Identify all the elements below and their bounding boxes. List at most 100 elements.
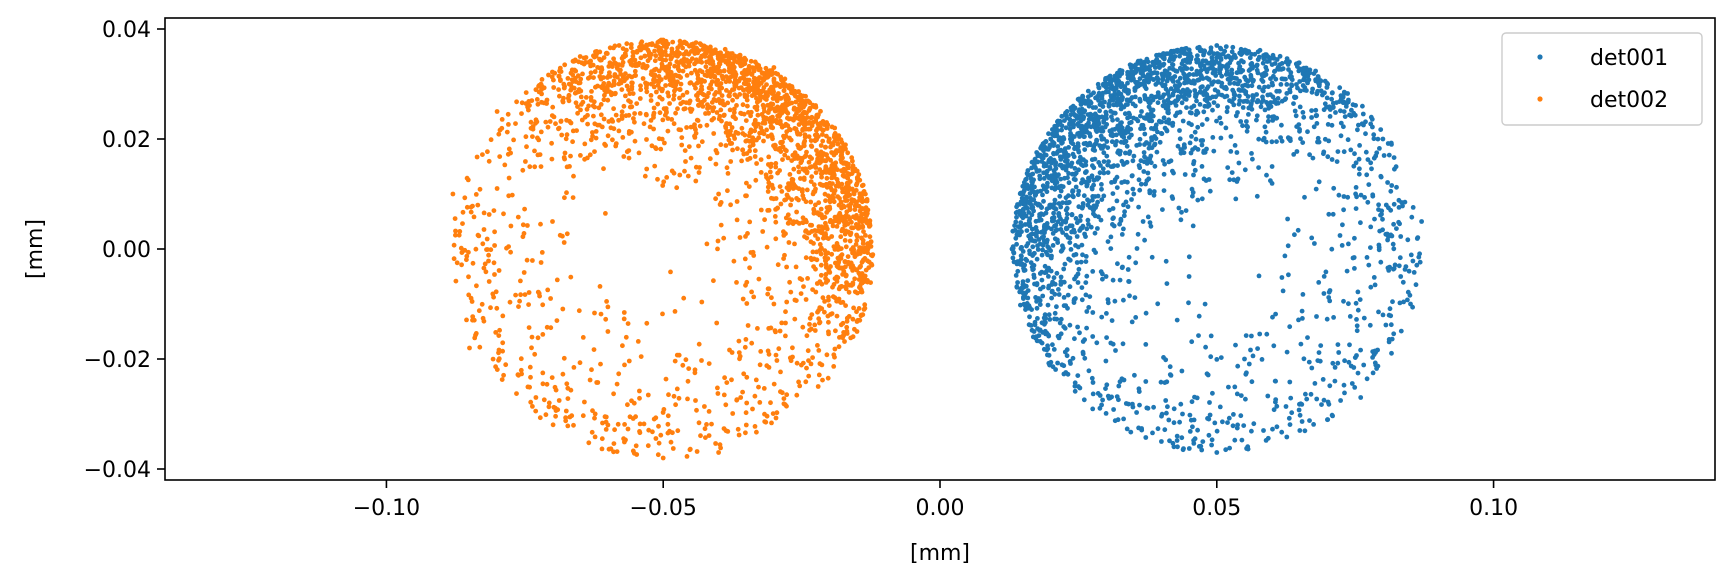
- scatter-point-det002: [637, 96, 643, 101]
- scatter-point-det002: [569, 67, 575, 73]
- scatter-point-det002: [814, 249, 820, 255]
- scatter-point-det001: [1286, 272, 1291, 278]
- scatter-point-det002: [473, 332, 478, 338]
- scatter-point-det001: [1237, 93, 1242, 99]
- scatter-point-det001: [1325, 417, 1330, 423]
- scatter-point-det002: [686, 366, 692, 371]
- scatter-point-det002: [500, 313, 506, 319]
- scatter-point-det001: [1186, 446, 1192, 451]
- scatter-point-det002: [518, 278, 523, 284]
- scatter-point-det001: [1295, 85, 1300, 91]
- scatter-point-det001: [1146, 145, 1152, 151]
- scatter-point-det002: [523, 134, 529, 140]
- scatter-point-det002: [651, 115, 656, 120]
- scatter-point-det002: [809, 174, 815, 180]
- scatter-point-det002: [644, 137, 649, 142]
- scatter-point-det002: [810, 249, 816, 255]
- scatter-point-det002: [783, 320, 788, 326]
- scatter-point-det001: [1200, 439, 1206, 444]
- scatter-point-det001: [1279, 138, 1285, 144]
- scatter-point-det001: [1324, 95, 1330, 101]
- scatter-point-det002: [659, 65, 665, 71]
- scatter-point-det001: [1042, 222, 1047, 228]
- scatter-point-det002: [592, 69, 598, 75]
- scatter-point-det001: [1156, 92, 1161, 98]
- scatter-point-det001: [1059, 127, 1064, 133]
- scatter-point-det001: [1071, 118, 1076, 124]
- scatter-point-det002: [665, 90, 671, 96]
- scatter-point-det001: [1022, 291, 1028, 296]
- scatter-point-det001: [1098, 217, 1104, 223]
- scatter-point-det001: [1083, 280, 1089, 285]
- scatter-point-det001: [1108, 340, 1114, 346]
- scatter-point-det002: [745, 157, 751, 162]
- scatter-point-det001: [1127, 293, 1132, 299]
- scatter-point-det001: [1022, 267, 1028, 273]
- scatter-point-det001: [1212, 87, 1218, 93]
- scatter-point-det002: [754, 104, 760, 110]
- scatter-point-det002: [703, 64, 709, 70]
- scatter-point-det002: [632, 119, 637, 125]
- scatter-point-det001: [1327, 298, 1333, 304]
- scatter-point-det001: [1184, 105, 1189, 110]
- scatter-point-det002: [675, 106, 680, 112]
- scatter-point-det002: [645, 392, 651, 398]
- scatter-point-det002: [764, 82, 769, 87]
- scatter-point-det002: [764, 90, 770, 95]
- scatter-point-det002: [856, 306, 862, 311]
- scatter-point-det001: [1300, 83, 1306, 88]
- scatter-point-det001: [1141, 150, 1147, 155]
- scatter-point-det002: [736, 53, 742, 59]
- scatter-point-det002: [838, 300, 844, 305]
- scatter-point-det001: [1254, 117, 1259, 123]
- scatter-point-det001: [1129, 173, 1135, 179]
- scatter-point-det001: [1214, 450, 1220, 455]
- scatter-point-det002: [598, 112, 604, 118]
- scatter-point-det002: [660, 455, 666, 461]
- scatter-point-det001: [1085, 197, 1090, 203]
- scatter-point-det002: [819, 174, 824, 180]
- scatter-point-det001: [1180, 87, 1186, 93]
- scatter-point-det001: [1040, 242, 1046, 248]
- scatter-point-det002: [846, 161, 851, 167]
- scatter-point-det001: [1217, 64, 1223, 70]
- scatter-point-det002: [539, 77, 545, 82]
- scatter-point-det002: [814, 228, 820, 234]
- scatter-point-det001: [1048, 268, 1054, 274]
- scatter-point-det002: [740, 131, 746, 136]
- scatter-point-det002: [862, 302, 868, 308]
- scatter-point-det001: [1125, 129, 1131, 135]
- scatter-point-det001: [1259, 77, 1265, 83]
- scatter-point-det001: [1179, 435, 1185, 441]
- scatter-point-det001: [1080, 339, 1086, 344]
- scatter-point-det002: [663, 83, 668, 88]
- scatter-point-det001: [1375, 136, 1381, 142]
- scatter-point-det001: [1283, 404, 1289, 409]
- scatter-point-det001: [1187, 140, 1193, 146]
- scatter-point-det002: [671, 96, 676, 102]
- scatter-point-det001: [1192, 88, 1198, 93]
- scatter-point-det001: [1244, 119, 1249, 124]
- scatter-point-det001: [1265, 118, 1271, 124]
- scatter-point-det001: [1094, 129, 1100, 135]
- scatter-point-det002: [847, 192, 853, 198]
- scatter-point-det001: [1174, 317, 1180, 323]
- scatter-point-det001: [1125, 80, 1130, 86]
- scatter-point-det001: [1321, 274, 1327, 279]
- scatter-point-det001: [1159, 439, 1164, 444]
- scatter-point-det001: [1100, 90, 1106, 96]
- scatter-point-det002: [620, 135, 626, 140]
- scatter-point-det001: [1394, 184, 1399, 190]
- scatter-point-det002: [777, 328, 783, 334]
- scatter-point-det002: [670, 83, 676, 89]
- scatter-point-det001: [1029, 307, 1034, 312]
- scatter-point-det001: [1048, 156, 1053, 161]
- scatter-point-det001: [1047, 317, 1053, 322]
- scatter-point-det002: [527, 364, 533, 370]
- scatter-point-det002: [547, 119, 553, 124]
- scatter-point-det002: [545, 287, 551, 293]
- scatter-point-det001: [1249, 64, 1255, 70]
- scatter-point-det001: [1052, 281, 1058, 287]
- scatter-point-det002: [796, 164, 801, 170]
- scatter-point-det002: [601, 81, 607, 86]
